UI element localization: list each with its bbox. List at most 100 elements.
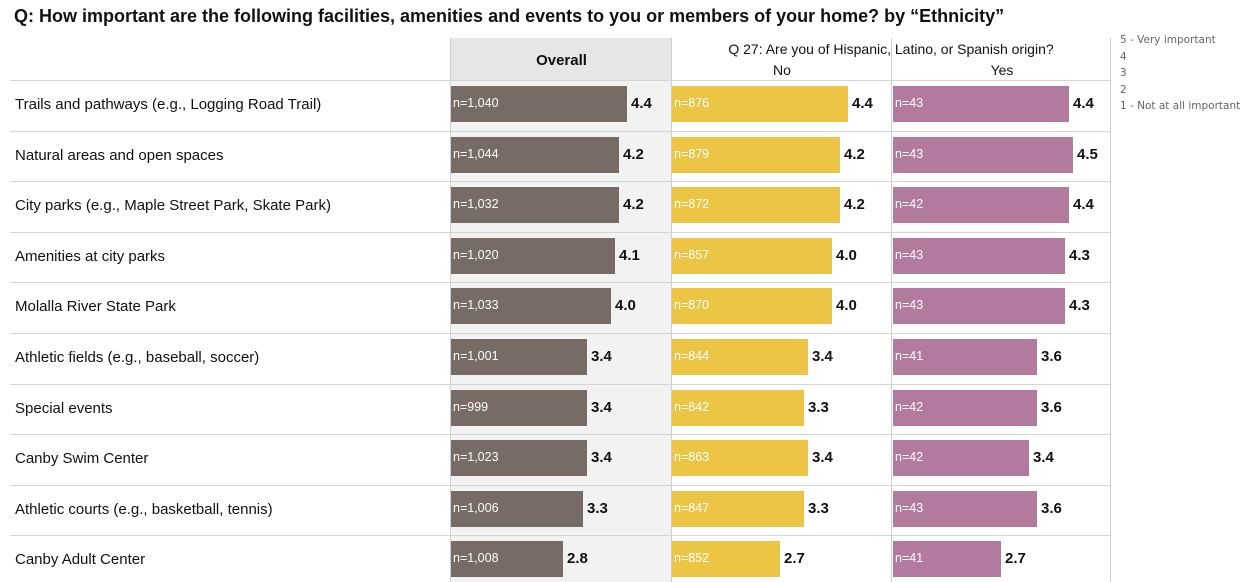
sample-size-label: n=1,044	[453, 147, 499, 161]
bar	[893, 238, 1065, 274]
row-divider	[10, 485, 1110, 486]
value-label: 3.4	[1033, 449, 1054, 466]
sample-size-label: n=1,006	[453, 501, 499, 515]
sample-size-label: n=852	[674, 551, 710, 565]
bar	[893, 390, 1037, 426]
row-label: Trails and pathways (e.g., Logging Road …	[15, 96, 322, 113]
bar	[672, 491, 804, 527]
row-label: City parks (e.g., Maple Street Park, Ska…	[15, 197, 331, 214]
row-label: Natural areas and open spaces	[15, 147, 224, 164]
bar	[451, 491, 583, 527]
bar	[451, 288, 611, 324]
value-label: 4.1	[619, 247, 640, 264]
bar	[893, 541, 1001, 577]
bar	[451, 339, 587, 375]
bar	[672, 288, 832, 324]
row-label: Molalla River State Park	[15, 298, 176, 315]
bar	[672, 440, 808, 476]
value-label: 4.5	[1077, 146, 1098, 163]
value-label: 3.4	[812, 449, 833, 466]
value-label: 3.6	[1041, 399, 1062, 416]
bar	[893, 491, 1037, 527]
sample-size-label: n=872	[674, 197, 710, 211]
row-divider	[10, 181, 1110, 182]
bar	[893, 288, 1065, 324]
legend-item: 2	[1120, 83, 1127, 96]
column-separator	[671, 38, 672, 582]
value-label: 3.6	[1041, 500, 1062, 517]
sample-size-label: n=42	[895, 197, 924, 211]
sample-size-label: n=41	[895, 349, 924, 363]
sample-size-label: n=847	[674, 501, 710, 515]
chart-title: Q: How important are the following facil…	[14, 6, 1005, 26]
value-label: 3.4	[591, 348, 612, 365]
row-divider	[10, 333, 1110, 334]
row-divider	[10, 232, 1110, 233]
sample-size-label: n=1,033	[453, 298, 499, 312]
value-label: 4.0	[615, 297, 636, 314]
bar	[893, 137, 1073, 173]
bar	[672, 86, 848, 122]
bar	[672, 187, 840, 223]
value-label: 4.0	[836, 297, 857, 314]
yes-column-label: Yes	[990, 62, 1014, 78]
color-legend: 5 - Very important 4 3 2 1 - Not at all …	[1120, 32, 1240, 115]
sample-size-label: n=43	[895, 96, 924, 110]
bar	[451, 390, 587, 426]
value-label: 2.7	[1005, 550, 1026, 567]
legend-item: 5 - Very important	[1120, 34, 1216, 46]
value-label: 4.2	[844, 146, 865, 163]
sample-size-label: n=844	[674, 349, 710, 363]
sample-size-label: n=1,023	[453, 450, 499, 464]
sample-size-label: n=1,040	[453, 96, 499, 110]
sample-size-label: n=42	[895, 400, 924, 414]
value-label: 3.4	[591, 449, 612, 466]
row-label: Athletic fields (e.g., baseball, soccer)	[15, 349, 260, 366]
bar	[451, 137, 619, 173]
value-label: 4.3	[1069, 247, 1090, 264]
value-label: 4.4	[852, 95, 873, 112]
sample-size-label: n=999	[453, 400, 489, 414]
bar	[451, 541, 563, 577]
row-divider	[10, 535, 1110, 536]
sample-size-label: n=1,001	[453, 349, 499, 363]
sample-size-label: n=1,008	[453, 551, 499, 565]
sample-size-label: n=42	[895, 450, 924, 464]
sample-size-label: n=43	[895, 248, 924, 262]
legend-item: 3	[1120, 67, 1127, 79]
sample-size-label: n=1,032	[453, 197, 499, 211]
sample-size-label: n=43	[895, 147, 924, 161]
sample-size-label: n=1,020	[453, 248, 499, 262]
row-divider	[10, 131, 1110, 132]
sample-size-label: n=41	[895, 551, 924, 565]
no-column-label: No	[773, 62, 791, 78]
value-label: 3.3	[808, 399, 829, 416]
bar	[893, 187, 1069, 223]
sample-size-label: n=43	[895, 298, 924, 312]
sample-size-label: n=876	[674, 96, 710, 110]
legend-item: 4	[1120, 50, 1127, 63]
bar	[672, 137, 840, 173]
bar	[672, 390, 804, 426]
bar	[672, 541, 780, 577]
bar	[451, 187, 619, 223]
column-separator	[1110, 38, 1111, 582]
row-label: Canby Swim Center	[15, 450, 149, 467]
value-label: 4.4	[1073, 95, 1094, 112]
overall-header	[451, 38, 672, 81]
sample-size-label: n=863	[674, 450, 710, 464]
value-label: 3.3	[808, 500, 829, 517]
bar	[451, 440, 587, 476]
bar	[672, 339, 808, 375]
overall-column-label: Overall	[536, 52, 587, 69]
row-divider	[10, 282, 1110, 283]
bar	[893, 86, 1069, 122]
value-label: 3.4	[591, 399, 612, 416]
value-label: 3.3	[587, 500, 608, 517]
value-label: 2.7	[784, 550, 805, 567]
row-label: Amenities at city parks	[15, 248, 166, 265]
value-label: 4.2	[623, 146, 644, 163]
row-divider	[10, 80, 1110, 81]
value-label: 4.2	[844, 196, 865, 213]
bar	[451, 86, 627, 122]
